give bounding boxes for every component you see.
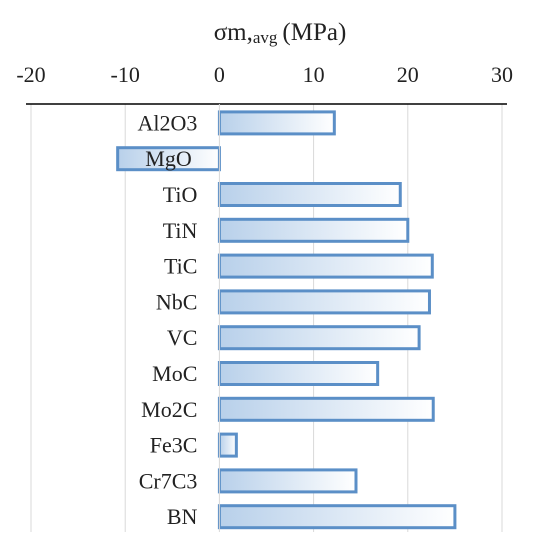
category-label: VC [167,325,198,350]
category-label: MgO [145,146,191,171]
x-tick-label: 10 [303,62,325,87]
chart-title-subscript: avg [253,28,278,47]
bar-al2o3 [217,110,336,136]
category-labels: Al2O3 MgO TiO TiN TiC NbC VC MoC Mo2C Fe3C Cr7C3 BN [138,110,198,529]
category-label: Al2O3 [138,110,198,135]
category-label: Cr7C3 [139,468,198,493]
x-tick-label: -20 [16,62,45,87]
category-label: TiO [163,182,198,207]
bar-moc [217,361,380,386]
bar-vc [217,325,421,351]
x-axis-ticks: -20 -10 0 10 20 30 [16,62,513,87]
chart-title-symbol: σm, [214,19,253,46]
category-label: BN [167,504,198,529]
chart-title: σm,avg (MPa) [214,19,347,47]
bar-mo2c [217,396,435,422]
category-label: TiN [163,218,198,243]
bar-cr7c3 [217,468,358,494]
category-label: Mo2C [141,397,197,422]
x-tick-label: 20 [397,62,419,87]
bar-tio [217,182,402,207]
chart-title-unit: (MPa) [282,19,346,46]
bar-nbc [217,289,431,315]
category-label: TiC [164,254,197,279]
x-tick-label: 30 [491,62,513,87]
category-label: MoC [152,361,197,386]
x-tick-label: -10 [111,62,140,87]
bar-bn [217,504,457,530]
category-label: Fe3C [150,433,198,458]
bars [116,110,457,530]
bar-tic [217,253,434,279]
bar-fe3c [217,432,238,458]
x-tick-label: 0 [214,62,225,87]
gridlines [30,104,503,532]
category-label: NbC [156,289,198,314]
bar-tin [217,217,410,243]
